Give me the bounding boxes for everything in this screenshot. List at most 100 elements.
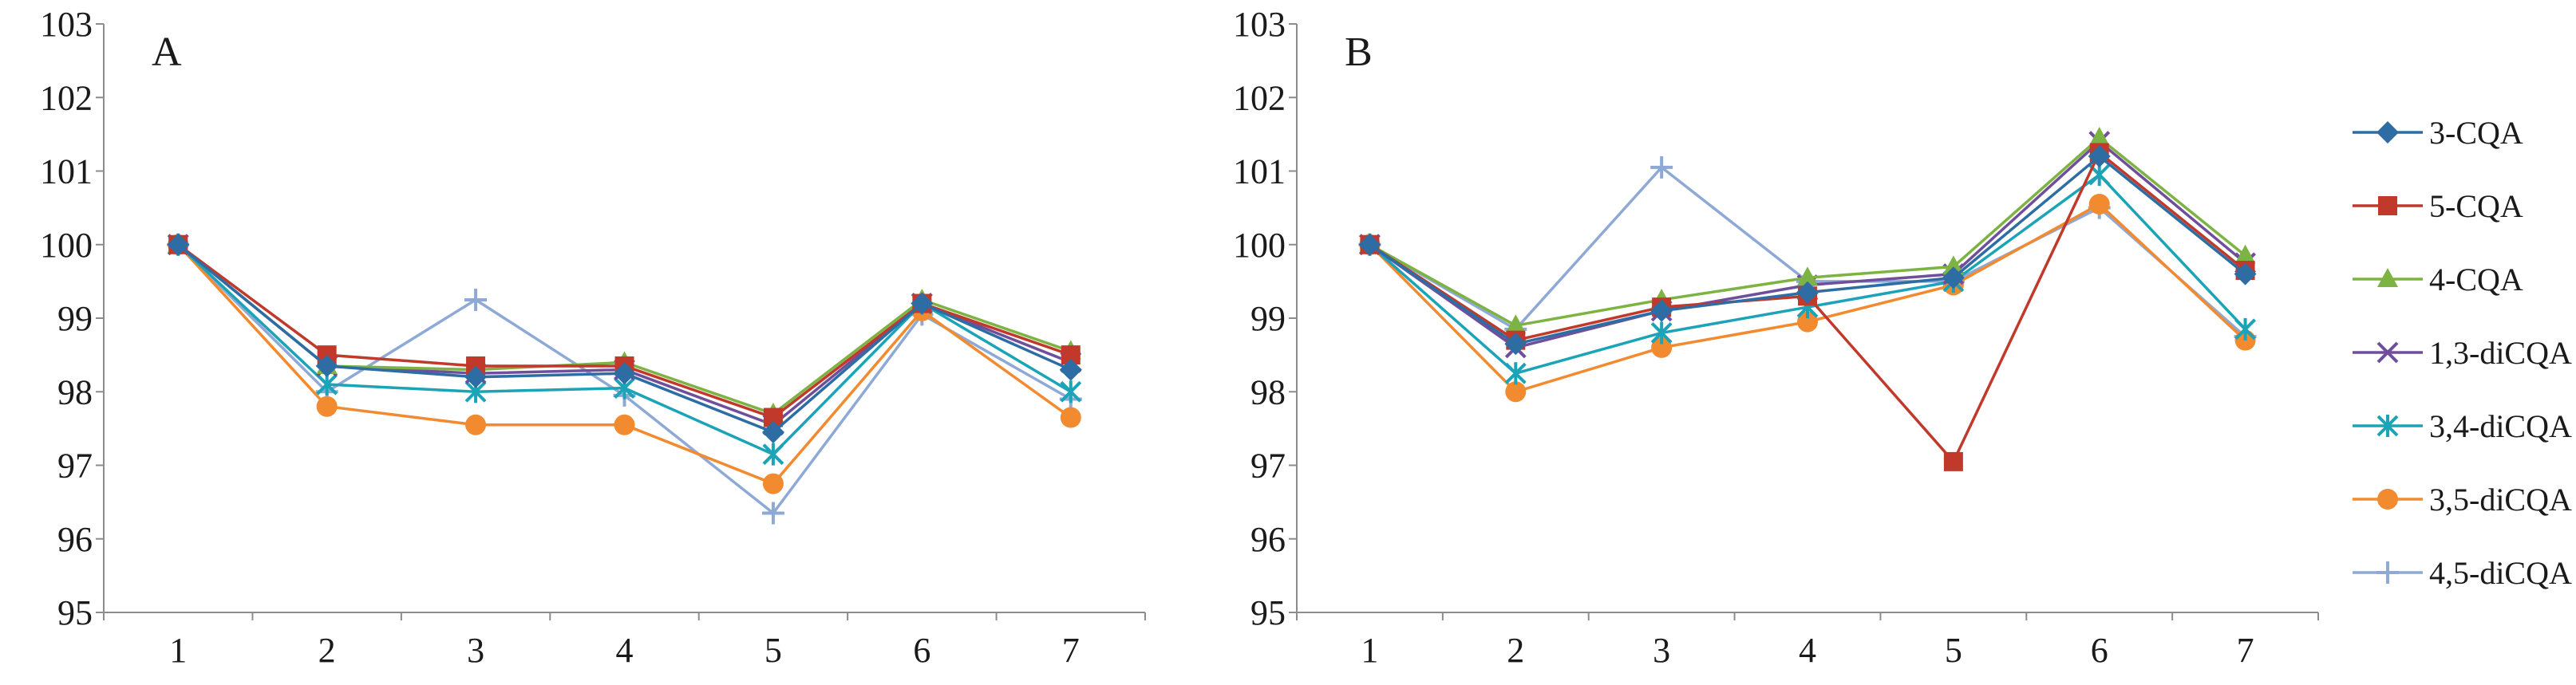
panel-b-x-tick-label: 6 [2091,631,2108,670]
panel-a-point-3-cqa [315,354,338,377]
panel-b-series-4-cqa [1359,126,2256,334]
panel-b-point-4-cqa [2234,244,2256,264]
panel-b-point-3-4-dicqa [1504,362,1527,385]
panel-b-x-tick-label: 5 [1945,631,1962,670]
panel-a-y-tick-label: 101 [40,152,93,191]
panel-a-point-3-cqa [464,365,488,388]
panel-b-point-3-cqa [2088,145,2111,168]
panel-a-point-3-4-dicqa [1060,380,1082,404]
panel-a-x-tick-label: 7 [1062,631,1080,670]
panel-a-point-3-5-dicqa [762,473,784,494]
panel-a-y-tick-label: 95 [57,593,93,632]
panel-b-y-tick-label: 95 [1250,593,1286,632]
panel-b-point-3-5-dicqa [1797,311,1818,333]
panel-a-point-3-cqa [167,233,190,256]
panel-b-point-3-cqa [2234,262,2257,285]
legend-item-1-3-dicqa: 1,3-diCQA [2353,335,2572,371]
panel-b-point-4-cqa [1797,266,1818,286]
panel-a-point-3-5-dicqa [1060,407,1081,428]
panel-a-y-tick-label: 100 [40,226,93,265]
panel-a-y-tick-label: 102 [40,78,93,117]
panel-a-x-tick-label: 2 [318,631,336,670]
panel-b-point-3-5-dicqa [2088,194,2110,215]
panel-a-point-4-5-dicqa [464,288,488,311]
legend-marker-4-cqa [2377,268,2398,287]
legend-item-4-cqa: 4-CQA [2353,262,2523,297]
panel-a-point-3-5-dicqa [614,414,635,435]
panel-b-y-tick-label: 100 [1233,226,1286,265]
panel-a-y-tick-label: 99 [57,299,93,338]
panel-a-x-tick-label: 1 [169,631,187,670]
legend-label-4-5-dicqa: 4,5-diCQA [2429,555,2572,591]
panel-b-x-tick-label: 3 [1653,631,1670,670]
panel-b-x-tick-label: 7 [2237,631,2254,670]
panel-a-point-4-5-dicqa [761,502,784,525]
panel-b-point-4-5-dicqa [1650,156,1673,179]
legend-item-3-5-dicqa: 3,5-diCQA [2353,482,2572,518]
panel-a-x-tick-label: 3 [467,631,484,670]
panel-a-title: A [152,30,182,75]
panel-a-y-tick-label: 97 [57,447,93,486]
panel-a-x-tick-label: 6 [913,631,930,670]
panel-a-point-3-cqa [761,420,784,443]
panel-a-point-3-cqa [1059,358,1082,381]
legend-label-1-3-dicqa: 1,3-diCQA [2429,335,2572,371]
panel-a-y-tick-label: 96 [57,520,93,559]
legend-label-3-5-dicqa: 3,5-diCQA [2429,482,2572,518]
panel-b-point-4-cqa [2088,126,2110,146]
panel-a-y-tick-label: 103 [40,5,93,44]
panel-b-y-tick-label: 96 [1250,520,1286,559]
panel-b-x-tick-label: 4 [1799,631,1816,670]
panel-b-point-3-4-dicqa [2234,317,2256,341]
legend-item-4-5-dicqa: 4,5-diCQA [2353,555,2572,591]
panel-b-point-3-4-dicqa [1650,321,1673,344]
legend-marker-5-cqa [2378,196,2397,215]
panel-a-point-3-cqa [911,292,934,315]
legend-item-3-4-dicqa: 3,4-diCQA [2353,408,2572,444]
panel-b-x-tick-label: 2 [1507,631,1524,670]
panel-a-chart: A 95 96 97 98 99 100 101 102 103 1 2 3 4 5 6 7 [40,5,1146,670]
panel-b-title: B [1345,30,1373,75]
legend-label-3-4-dicqa: 3,4-diCQA [2429,408,2572,444]
panel-b-point-3-5-dicqa [1505,381,1527,403]
panel-a-point-3-5-dicqa [316,396,338,417]
panel-a-point-3-cqa [613,362,636,385]
panel-b-point-3-cqa [1650,299,1673,322]
legend-marker-4-5-dicqa [2376,561,2399,584]
panel-b-chart: B 95 96 97 98 99 100 101 102 103 1 2 3 4 5 6 7 [1233,5,2319,670]
legend-item-5-cqa: 5-CQA [2353,188,2523,224]
legend-marker-3-4-dicqa [2376,415,2399,437]
panel-b-x-tick-label: 1 [1361,631,1378,670]
panel-a-y-tick-label: 98 [57,372,93,411]
panel-a-point-5-cqa [763,407,783,427]
panel-b-point-3-cqa [1358,233,1381,256]
panel-b-y-tick-label: 101 [1233,152,1286,191]
legend-marker-3-cqa [2376,121,2399,144]
legend: 3-CQA 5-CQA 4-CQA 1,3-diCQA 3,4-diCQA 3,5-diC… [2353,115,2572,591]
panel-b-point-3-cqa [1504,333,1527,356]
panel-a-series-3-cqa [167,233,1082,443]
panel-b-series-3-cqa [1358,145,2257,356]
panel-b-y-tick-label: 102 [1233,78,1286,117]
panel-a-x-tick-label: 5 [765,631,782,670]
panel-b-y-tick-label: 103 [1233,5,1286,44]
legend-label-4-cqa: 4-CQA [2429,262,2523,297]
legend-label-3-cqa: 3-CQA [2429,115,2523,151]
panel-a-point-3-4-dicqa [762,443,784,466]
panel-b-point-3-5-dicqa [1651,337,1673,358]
legend-marker-1-3-dicqa [2376,341,2399,364]
panel-b-point-4-cqa [1505,314,1527,334]
panel-a-point-3-5-dicqa [465,414,487,435]
panel-b-point-3-cqa [1796,281,1819,304]
legend-item-3-cqa: 3-CQA [2353,115,2523,151]
legend-marker-3-5-dicqa [2377,489,2398,510]
panel-b-point-4-cqa [1942,255,1964,275]
panel-b-y-tick-label: 97 [1250,447,1286,486]
panel-b-y-tick-label: 98 [1250,372,1286,411]
panel-b-point-3-cqa [1942,266,1965,289]
panel-b-y-tick-label: 99 [1250,299,1286,338]
legend-label-5-cqa: 5-CQA [2429,188,2523,224]
panel-a-x-tick-label: 4 [616,631,634,670]
panel-b-point-5-cqa [1943,451,1963,471]
